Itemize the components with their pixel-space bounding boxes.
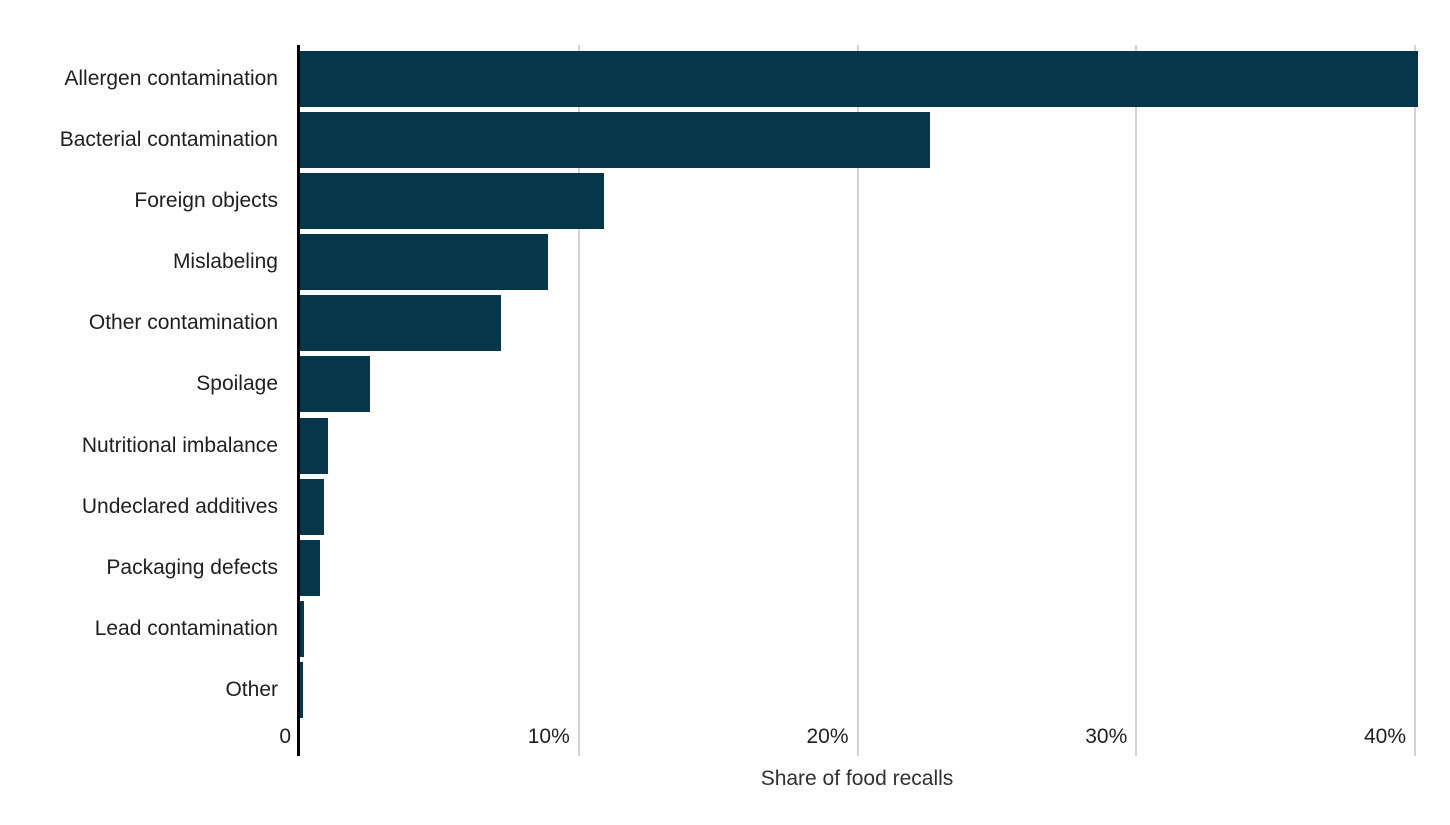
category-label: Undeclared additives bbox=[81, 494, 278, 518]
bar bbox=[300, 111, 930, 168]
bar bbox=[300, 539, 320, 596]
category-label: Bacterial contamination bbox=[59, 127, 278, 151]
x-tick-label: 40% bbox=[1363, 725, 1406, 748]
bar bbox=[300, 662, 304, 719]
category-label: Nutritional imbalance bbox=[81, 433, 278, 457]
category-label: Foreign objects bbox=[134, 188, 278, 212]
gridline-10% bbox=[577, 45, 580, 756]
category-label: Allergen contamination bbox=[64, 66, 278, 90]
bar bbox=[300, 50, 1418, 107]
category-label: Mislabeling bbox=[172, 250, 278, 273]
category-label: Other contamination bbox=[88, 311, 278, 335]
gridline-40% bbox=[1414, 45, 1416, 756]
x-tick-label: 20% bbox=[806, 725, 849, 748]
bar bbox=[300, 295, 501, 352]
bar bbox=[300, 234, 549, 290]
x-tick-label: 30% bbox=[1085, 725, 1128, 748]
bar bbox=[300, 601, 305, 658]
bar bbox=[300, 356, 370, 413]
bar bbox=[300, 172, 604, 229]
gridline-30% bbox=[1135, 45, 1138, 756]
gridline-20% bbox=[856, 45, 859, 756]
x-tick-label: 0 bbox=[279, 725, 291, 748]
category-label: Other bbox=[225, 678, 278, 702]
x-tick-label: 10% bbox=[527, 725, 570, 748]
x-axis-title: Share of food recalls bbox=[760, 767, 954, 790]
category-label: Spoilage bbox=[196, 372, 278, 396]
category-label: Packaging defects bbox=[106, 555, 278, 579]
category-label: Lead contamination bbox=[94, 617, 278, 641]
bar bbox=[300, 478, 324, 535]
x-axis-zero-line bbox=[297, 45, 300, 756]
bar bbox=[300, 417, 328, 474]
